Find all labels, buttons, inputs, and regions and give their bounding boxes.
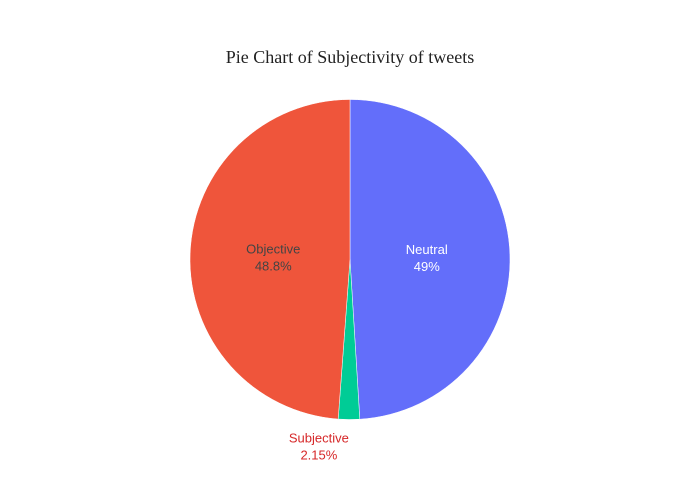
pie-labels: Neutral 49% Subjective 2.15% Objective 48.8% (246, 242, 448, 463)
slice-percent-objective: 48.8% (255, 259, 292, 274)
pie-slice-objective (189, 99, 351, 420)
pie-slice-neutral (349, 99, 511, 420)
slice-label-subjective: Subjective 2.15% (289, 430, 349, 462)
slice-name-subjective: Subjective (289, 430, 349, 445)
slice-percent-neutral: 49% (414, 259, 440, 274)
pie-slices (189, 99, 511, 420)
slice-name-objective: Objective (246, 242, 300, 257)
slice-percent-subjective: 2.15% (300, 447, 337, 462)
slice-label-objective: Objective 48.8% (246, 242, 300, 274)
chart-title: Pie Chart of Subjectivity of tweets (226, 47, 474, 67)
slice-name-neutral: Neutral (406, 242, 448, 257)
slice-label-neutral: Neutral 49% (406, 242, 448, 274)
